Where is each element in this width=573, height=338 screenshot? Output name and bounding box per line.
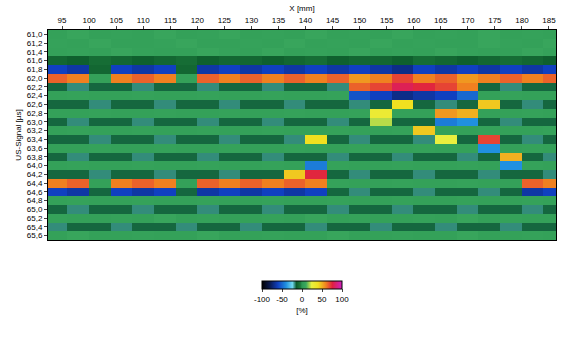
svg-text:62,4: 62,4 — [27, 91, 43, 100]
svg-text:X [mm]: X [mm] — [289, 4, 314, 13]
svg-text:115: 115 — [164, 16, 177, 25]
svg-text:135: 135 — [272, 16, 286, 25]
svg-text:61,8: 61,8 — [27, 65, 43, 74]
svg-text:65,2: 65,2 — [27, 214, 43, 223]
svg-text:62,2: 62,2 — [27, 83, 43, 92]
svg-text:145: 145 — [326, 16, 340, 25]
svg-text:63,8: 63,8 — [27, 153, 43, 162]
svg-text:[%]: [%] — [296, 306, 308, 315]
svg-text:63,0: 63,0 — [27, 118, 43, 127]
svg-text:155: 155 — [380, 16, 394, 25]
svg-text:63,4: 63,4 — [27, 135, 43, 144]
svg-text:61,4: 61,4 — [27, 48, 43, 57]
svg-text:63,6: 63,6 — [27, 144, 43, 153]
svg-text:140: 140 — [299, 16, 313, 25]
svg-text:61,6: 61,6 — [27, 56, 43, 65]
svg-text:65,0: 65,0 — [27, 205, 43, 214]
svg-text:95: 95 — [58, 16, 67, 25]
svg-text:64,0: 64,0 — [27, 161, 43, 170]
svg-text:100: 100 — [82, 16, 96, 25]
svg-text:61,0: 61,0 — [27, 30, 43, 39]
svg-text:130: 130 — [245, 16, 259, 25]
svg-text:64,4: 64,4 — [27, 179, 43, 188]
svg-text:105: 105 — [109, 16, 123, 25]
svg-text:120: 120 — [191, 16, 205, 25]
svg-text:-50: -50 — [276, 295, 288, 304]
svg-text:-100: -100 — [254, 295, 271, 304]
svg-text:100: 100 — [335, 295, 349, 304]
svg-text:US-Signal [µs]: US-Signal [µs] — [14, 109, 23, 160]
svg-text:50: 50 — [318, 295, 327, 304]
svg-text:63,2: 63,2 — [27, 126, 43, 135]
svg-text:110: 110 — [137, 16, 150, 25]
svg-text:165: 165 — [434, 16, 448, 25]
svg-text:170: 170 — [461, 16, 475, 25]
svg-text:61,2: 61,2 — [27, 39, 43, 48]
svg-text:180: 180 — [515, 16, 529, 25]
svg-text:150: 150 — [353, 16, 367, 25]
svg-text:62,6: 62,6 — [27, 100, 43, 109]
svg-text:175: 175 — [488, 16, 502, 25]
svg-text:64,8: 64,8 — [27, 196, 43, 205]
svg-text:65,6: 65,6 — [27, 231, 43, 240]
svg-text:64,6: 64,6 — [27, 188, 43, 197]
svg-text:185: 185 — [542, 16, 556, 25]
svg-text:62,0: 62,0 — [27, 74, 43, 83]
svg-text:160: 160 — [407, 16, 421, 25]
svg-text:65,4: 65,4 — [27, 223, 43, 232]
svg-text:62,8: 62,8 — [27, 109, 43, 118]
svg-text:125: 125 — [218, 16, 232, 25]
svg-text:0: 0 — [300, 295, 305, 304]
svg-text:64,2: 64,2 — [27, 170, 43, 179]
